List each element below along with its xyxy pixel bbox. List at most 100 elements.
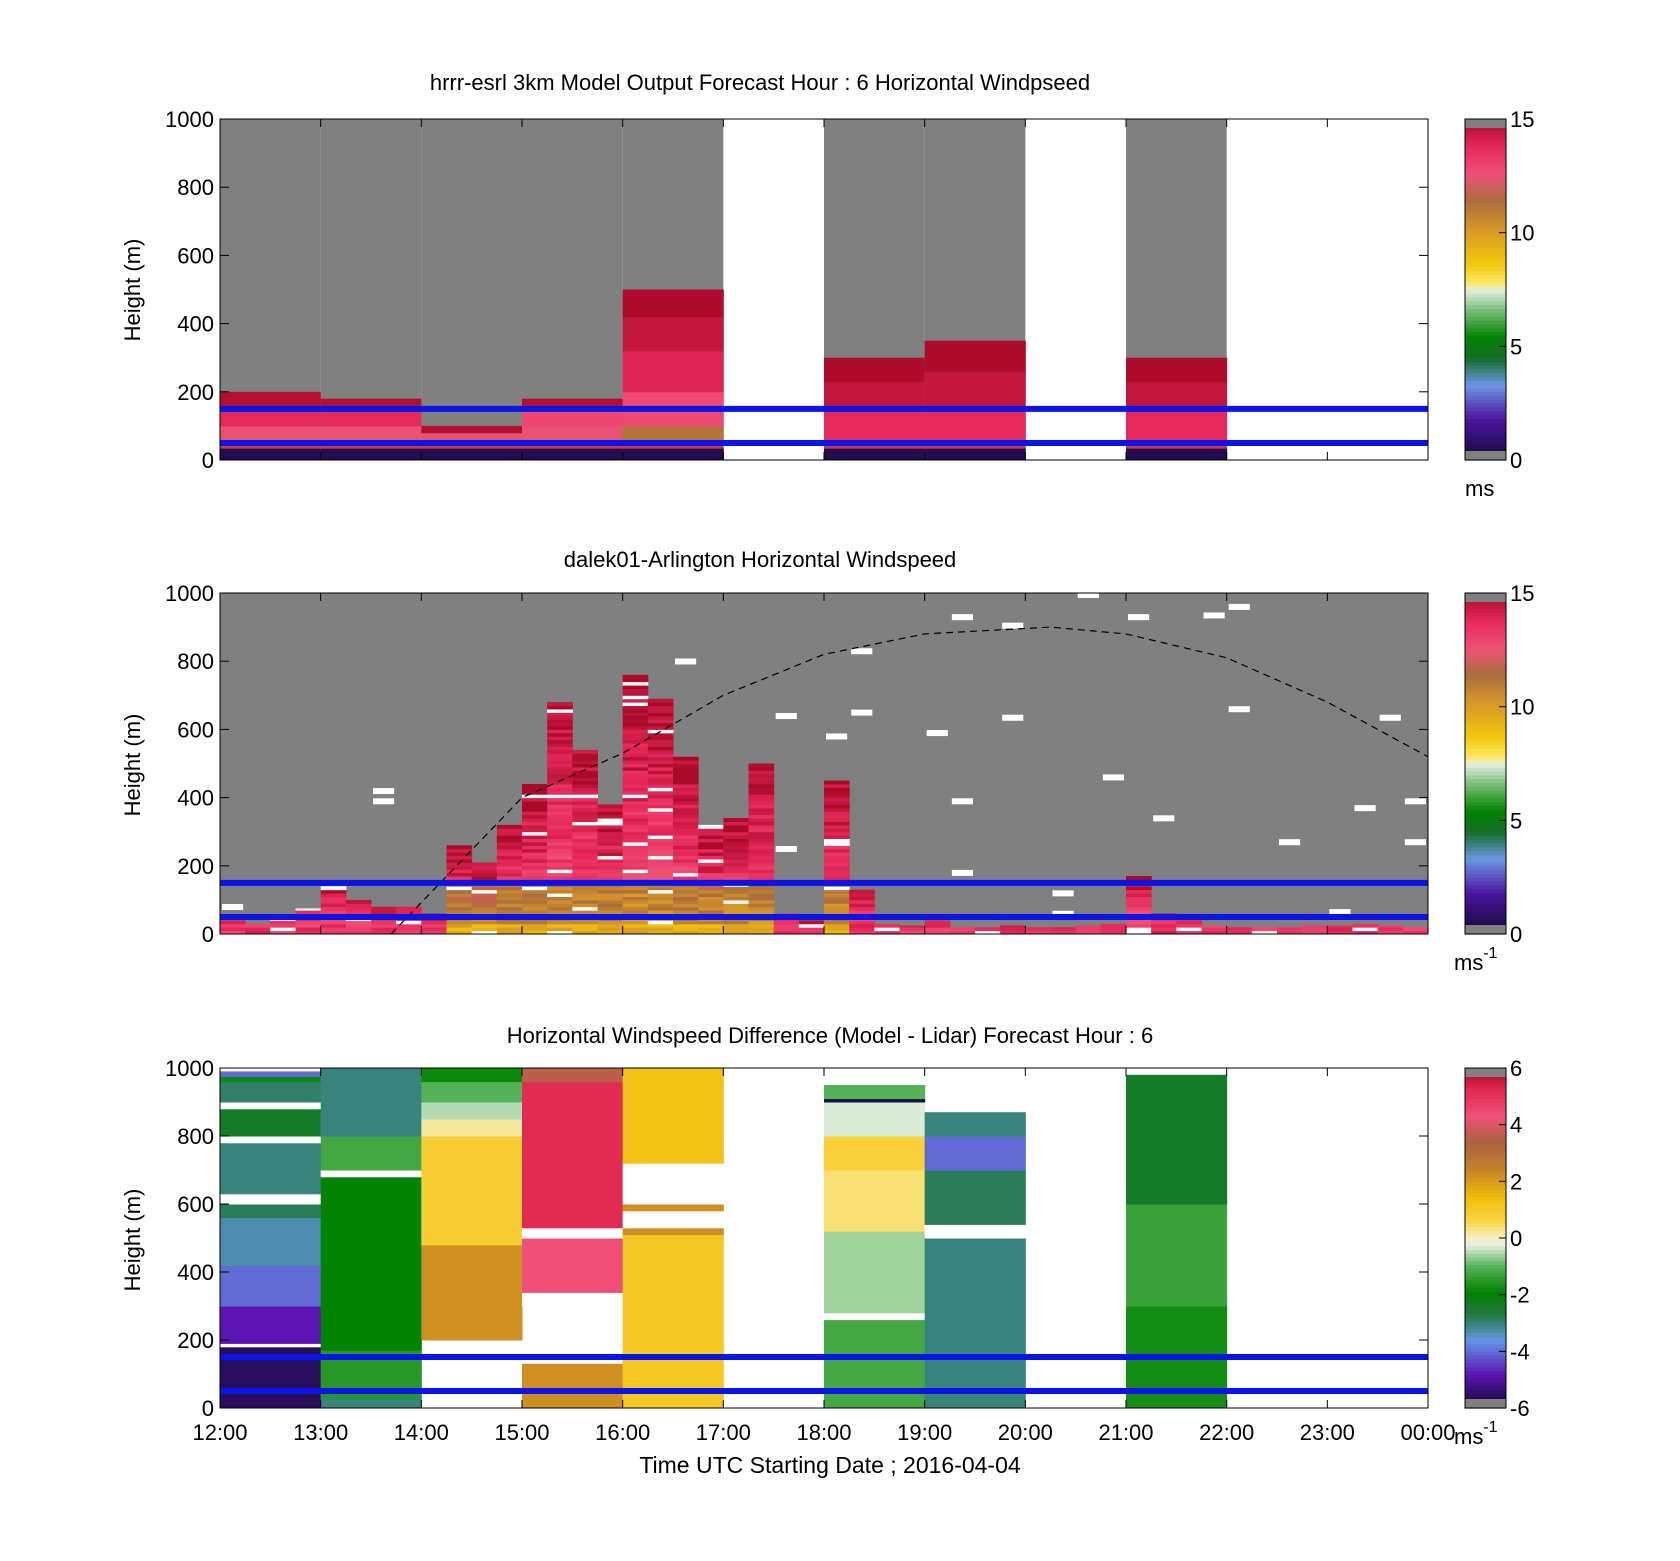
heatmap-cell [622, 448, 724, 461]
heatmap-cell [547, 807, 573, 812]
heatmap-cell [647, 896, 674, 901]
colorbar-segment [1465, 1196, 1506, 1201]
heatmap-cell [673, 818, 699, 822]
heatmap-cell [622, 804, 649, 809]
heatmap-cell [748, 797, 775, 802]
heatmap-cell [446, 910, 473, 915]
heatmap-cell [748, 814, 775, 819]
heatmap-cell [572, 858, 598, 863]
heatmap-cell [673, 835, 699, 840]
y-tick-label: 400 [177, 1260, 214, 1285]
heatmap-cell [647, 814, 674, 819]
heatmap-cell [522, 848, 548, 853]
heatmap-cell [824, 927, 850, 932]
heatmap-cell [547, 869, 573, 874]
heatmap-cell [924, 446, 1026, 449]
heatmap-cell [673, 876, 699, 880]
colorbar-segment [1465, 1113, 1506, 1118]
panel-difference: Horizontal Windspeed Difference (Model -… [120, 1023, 1530, 1449]
colorbar-segment [1465, 1328, 1506, 1334]
heatmap-cell [673, 889, 699, 894]
colorbar-segment [1465, 623, 1506, 628]
colorbar-segment [1465, 437, 1506, 442]
heatmap-cell [951, 614, 973, 621]
heatmap-cell [622, 927, 649, 932]
heatmap-cell [421, 1081, 523, 1103]
heatmap-cell [748, 804, 775, 809]
heatmap-cell [622, 681, 649, 686]
heatmap-cell [496, 886, 523, 891]
colorbar-segment [1465, 376, 1506, 382]
heatmap-cell [622, 763, 649, 768]
heatmap-cell [824, 787, 850, 792]
heatmap-cell [698, 896, 724, 901]
colorbar-segment [1465, 1332, 1506, 1337]
heatmap-cell [471, 903, 498, 908]
heatmap-cell [622, 708, 649, 713]
heatmap-cell [572, 835, 598, 840]
heatmap-cell [673, 903, 699, 908]
heatmap-cell [572, 899, 598, 904]
heatmap-cell [597, 862, 624, 867]
heatmap-cell [522, 446, 623, 449]
heatmap-cell [622, 715, 649, 720]
colorbar-segment [1465, 1358, 1506, 1364]
heatmap-cell [320, 425, 422, 441]
heatmap-cell [1126, 886, 1152, 891]
heatmap-cell [547, 725, 573, 730]
heatmap-cell [698, 930, 724, 935]
heatmap-cell [471, 865, 498, 870]
heatmap-cell [547, 821, 573, 826]
heatmap-cell [547, 855, 573, 860]
heatmap-cell [698, 872, 724, 877]
heatmap-cell [496, 906, 523, 911]
heatmap-cell [975, 930, 1001, 935]
colorbar-segment [1465, 175, 1506, 181]
heatmap-cell [547, 906, 573, 911]
panel-lidar-axes: 0 200 400 600 800 1000 [165, 581, 1429, 947]
heatmap-cell [446, 886, 473, 891]
heatmap-cell [849, 903, 875, 908]
colorbar-segment [1465, 657, 1506, 662]
heatmap-cell [723, 899, 749, 904]
heatmap-cell [345, 930, 372, 935]
heatmap-cell [572, 831, 598, 836]
heatmap-cell [1100, 927, 1127, 932]
heatmap-cell [320, 889, 347, 894]
heatmap-cell [1302, 930, 1328, 935]
heatmap-cell [421, 1136, 523, 1246]
heatmap-cell [572, 777, 598, 782]
heatmap-cell [748, 869, 775, 874]
y-tick-label: 200 [177, 380, 214, 405]
colorbar-segment [1465, 884, 1506, 890]
heatmap-cell [673, 807, 699, 812]
heatmap-cell [849, 927, 875, 932]
heatmap-cell [572, 872, 598, 877]
heatmap-cell [245, 930, 271, 935]
heatmap-cell [496, 838, 523, 843]
heatmap-cell [622, 787, 649, 792]
heatmap-cell [723, 841, 749, 846]
heatmap-cell [522, 920, 548, 925]
heatmap-cell [723, 865, 749, 870]
heatmap-cell [773, 923, 800, 928]
colorbar-segment [1465, 357, 1506, 363]
colorbar-segment [1465, 1324, 1506, 1330]
heatmap-cell [824, 794, 850, 799]
heatmap-cell [824, 783, 850, 788]
heatmap-cell [320, 923, 347, 928]
heatmap-cell [522, 1068, 624, 1083]
heatmap-cell [1226, 927, 1253, 932]
colorbar-segment [1465, 1158, 1506, 1164]
colorbar-segment [1465, 1351, 1506, 1356]
heatmap-cell [824, 357, 926, 383]
heatmap-cell [798, 920, 825, 925]
heatmap-cell [1251, 927, 1278, 932]
heatmap-cell [748, 903, 775, 908]
colorbar-segment [1465, 630, 1506, 636]
heatmap-cell [522, 930, 548, 935]
colorbar-segment [1465, 790, 1506, 795]
heatmap-cell [496, 889, 523, 894]
heatmap-cell [622, 807, 649, 812]
